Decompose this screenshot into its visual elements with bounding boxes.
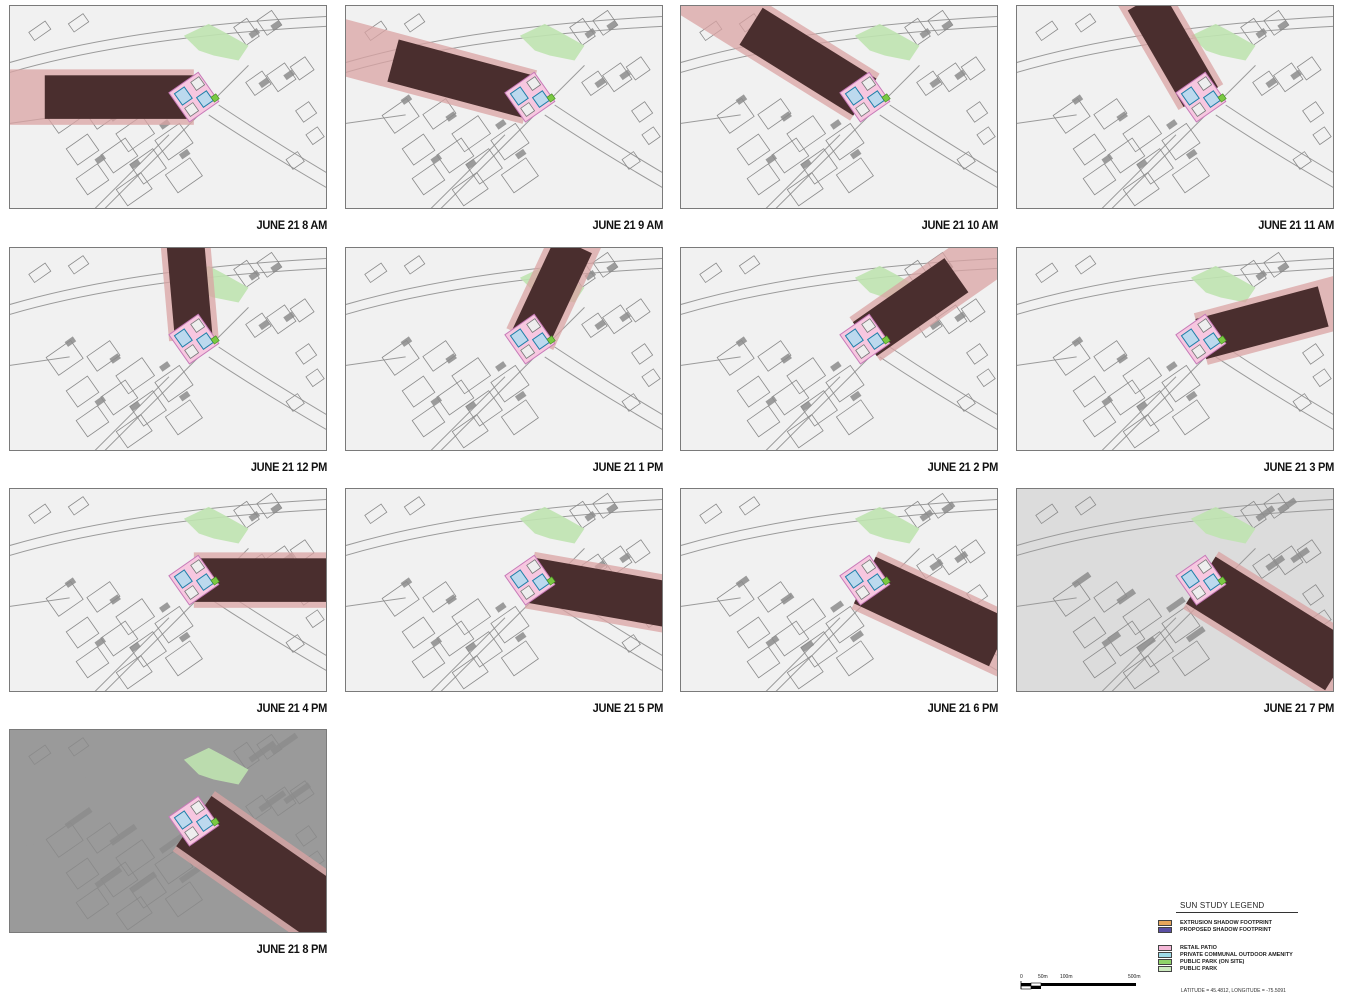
panel-time-label: JUNE 21 4 PM xyxy=(256,701,328,715)
scale-bar-graphic xyxy=(1020,981,1136,990)
panel-time-label: JUNE 21 11 AM xyxy=(1258,218,1334,232)
shadow-diagram-map xyxy=(10,489,326,691)
public-park-on-site-swatch xyxy=(1158,959,1172,965)
retail-patio-swatch xyxy=(1158,945,1172,951)
sun-study-panel xyxy=(9,488,327,692)
shadow-diagram-map xyxy=(1017,6,1333,208)
panel-time-label: JUNE 21 1 PM xyxy=(592,460,664,474)
panel-time-label: JUNE 21 12 PM xyxy=(250,460,327,474)
panel-time-label: JUNE 21 3 PM xyxy=(1263,460,1335,474)
shadow-diagram-map xyxy=(346,489,662,691)
shadow-diagram-map xyxy=(10,6,326,208)
sun-study-panel xyxy=(9,247,327,451)
sun-study-panel xyxy=(9,5,327,209)
sun-study-panel xyxy=(680,5,998,209)
sun-study-panel xyxy=(1016,5,1334,209)
sun-study-panel xyxy=(680,247,998,451)
legend-divider xyxy=(1176,912,1298,913)
sun-study-panel xyxy=(345,5,663,209)
sun-study-panel xyxy=(345,247,663,451)
panel-time-label: JUNE 21 10 AM xyxy=(921,218,999,232)
panel-time-label: JUNE 21 9 AM xyxy=(592,218,663,232)
panel-time-label: JUNE 21 7 PM xyxy=(1263,701,1335,715)
sun-study-legend: SUN STUDY LEGEND EXTRUSION SHADOW FOOTPR… xyxy=(1016,898,1306,997)
panel-time-label: JUNE 21 2 PM xyxy=(927,460,999,474)
shadow-diagram-map xyxy=(681,6,997,208)
extrusion-shadow-swatch xyxy=(1158,920,1172,926)
sun-study-panel xyxy=(1016,488,1334,692)
shadow-diagram-map xyxy=(681,489,997,691)
shadow-diagram-map xyxy=(346,248,662,450)
shadow-diagram-map xyxy=(1017,489,1333,691)
legend-title: SUN STUDY LEGEND xyxy=(1180,901,1265,910)
shadow-diagram-map xyxy=(346,6,662,208)
proposed-shadow-swatch xyxy=(1158,927,1172,933)
sun-study-panel xyxy=(1016,247,1334,451)
shadow-diagram-map xyxy=(10,730,326,932)
sun-study-panel xyxy=(680,488,998,692)
panel-time-label: JUNE 21 8 PM xyxy=(256,942,328,956)
scale-bar: 0 50m 100m 500m xyxy=(1016,974,1146,994)
panel-time-label: JUNE 21 8 AM xyxy=(256,218,327,232)
private-amenity-swatch xyxy=(1158,952,1172,958)
shadow-diagram-map xyxy=(10,248,326,450)
public-park-swatch xyxy=(1158,966,1172,972)
sun-study-panel xyxy=(9,729,327,933)
shadow-diagram-map xyxy=(1017,248,1333,450)
sun-study-panel xyxy=(345,488,663,692)
panel-time-label: JUNE 21 5 PM xyxy=(592,701,664,715)
shadow-diagram-map xyxy=(681,248,997,450)
panel-time-label: JUNE 21 6 PM xyxy=(927,701,999,715)
site-coordinates: LATITUDE = 45.4812, LONGITUDE = -75.5091 xyxy=(1181,988,1286,994)
